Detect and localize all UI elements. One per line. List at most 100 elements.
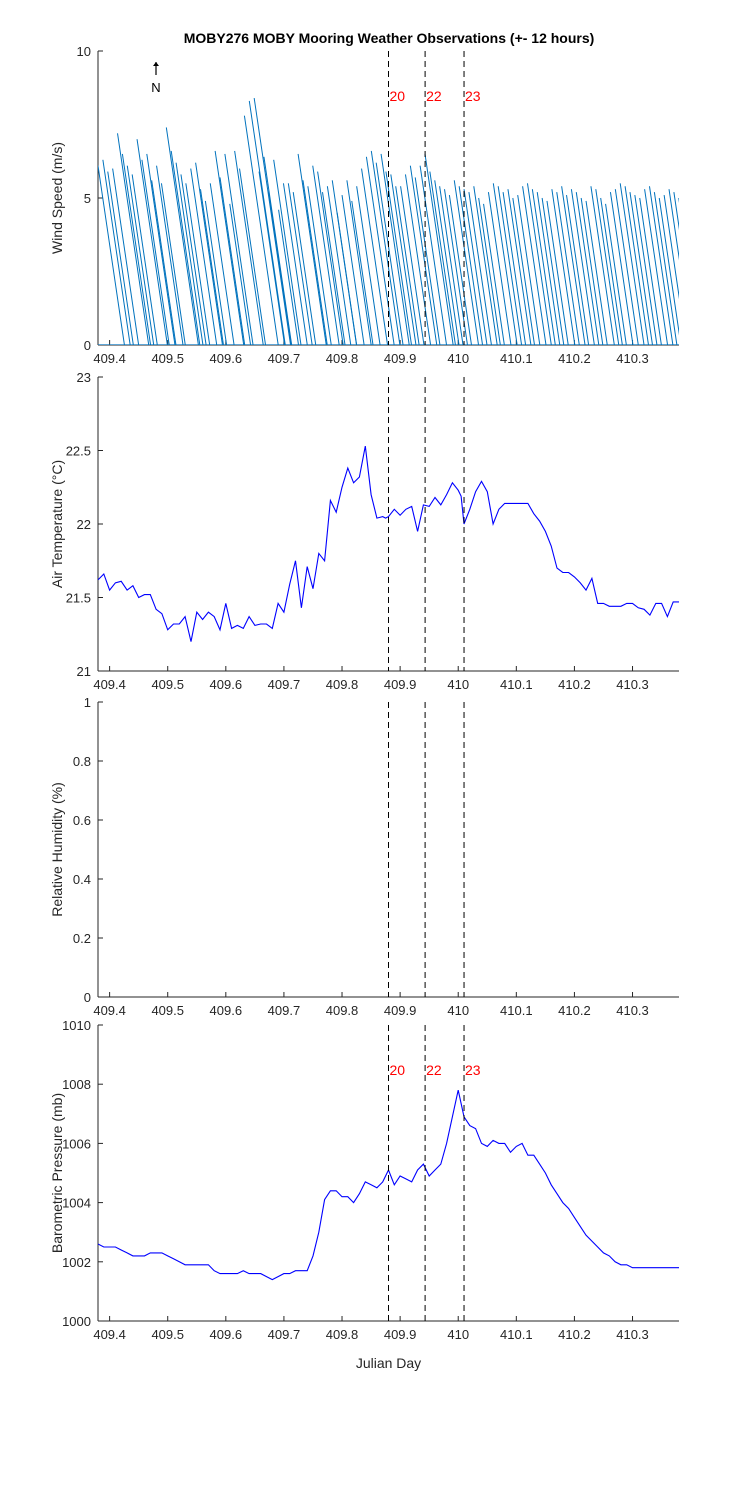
x-tick-label: 410.1 [500, 1327, 533, 1342]
wind-vector [365, 156, 395, 345]
y-tick-label: 1000 [62, 1314, 91, 1329]
wind-vector [619, 183, 645, 345]
wind-vector [126, 165, 155, 345]
x-tick-label: 410.3 [616, 1327, 649, 1342]
wind-vector [678, 197, 679, 204]
x-tick-label: 409.6 [210, 1003, 243, 1018]
x-tick-label: 409.9 [384, 1003, 417, 1018]
wind-vector [322, 192, 346, 345]
wind-vector [473, 186, 498, 345]
wind-vector [180, 174, 207, 345]
x-tick-label: 409.4 [93, 1327, 126, 1342]
wind-vector [517, 194, 541, 345]
wind-vector [546, 200, 569, 345]
wind-vector [400, 186, 425, 345]
y-tick-label: 0 [84, 338, 91, 353]
x-tick-label: 409.4 [93, 1003, 126, 1018]
wind-vectors [98, 97, 705, 345]
wind-vector [170, 150, 201, 345]
wind-vector [229, 203, 252, 345]
y-tick-label: 22.5 [66, 444, 91, 459]
x-tick-label: 410.1 [500, 1003, 533, 1018]
wind-vector [639, 197, 662, 345]
y-tick-label: 21.5 [66, 591, 91, 606]
wind-vector [98, 165, 125, 345]
wind-vector [684, 201, 705, 345]
wind-vector [214, 150, 245, 345]
wind-vector [287, 183, 313, 345]
wind-vector [112, 168, 140, 345]
plot-area [98, 1025, 679, 1321]
y-tick-label: 1010 [62, 1018, 91, 1033]
series-line [98, 445, 679, 642]
wind-vector [653, 192, 678, 345]
wind-vector [551, 189, 576, 345]
wind-vector [600, 197, 623, 345]
wind-vector [512, 197, 535, 345]
wind-vector [468, 192, 492, 345]
x-tick-label: 410.3 [616, 351, 649, 366]
wind-vector [526, 183, 552, 345]
y-tick-label: 1002 [62, 1255, 91, 1270]
wind-vector [629, 192, 653, 345]
wind-vector [556, 192, 580, 345]
wind-vector [341, 194, 365, 345]
wind-vector [292, 192, 317, 345]
y-tick-label: 1006 [62, 1136, 91, 1151]
wind-vector [248, 100, 286, 345]
x-tick-label: 410.1 [500, 677, 533, 692]
y-tick-label: 10 [77, 44, 91, 59]
wind-vector [156, 165, 184, 345]
wind-vector [444, 189, 468, 345]
wind-vector [575, 192, 600, 345]
y-tick-label: 0.2 [73, 931, 91, 946]
x-tick-label: 409.5 [151, 677, 184, 692]
north-label: N [151, 80, 160, 95]
wind-vector [566, 194, 590, 345]
x-tick-label: 409.9 [384, 677, 417, 692]
wind-vector [234, 150, 264, 345]
wind-vector [497, 186, 523, 345]
x-tick-label: 409.7 [268, 1327, 301, 1342]
x-tick-label: 410 [447, 351, 469, 366]
wind-vector [209, 183, 235, 345]
wind-vector [605, 203, 627, 345]
y-tick-label: 1008 [62, 1077, 91, 1092]
x-tick-label: 409.7 [268, 677, 301, 692]
wind-vector [243, 115, 279, 345]
wind-vector [175, 162, 204, 345]
wind-vector [131, 174, 158, 345]
wind-vector [326, 186, 352, 345]
event-marker-label: 23 [465, 1062, 481, 1078]
wind-vector [580, 197, 604, 345]
x-tick-label: 409.6 [210, 351, 243, 366]
wind-vector [507, 189, 532, 345]
north-arrow-head-icon [153, 62, 159, 66]
wind-vector [356, 186, 381, 345]
wind-vector [282, 183, 308, 345]
wind-vector [380, 153, 410, 345]
wind-vector [297, 153, 327, 345]
x-tick-label: 409.8 [326, 1327, 359, 1342]
wind-vector [585, 200, 608, 345]
wind-vector [439, 186, 464, 345]
wind-vector [273, 159, 302, 345]
wind-vector [414, 177, 441, 345]
y-tick-label: 23 [77, 370, 91, 385]
x-tick-label: 409.6 [210, 1327, 243, 1342]
wind-vector [502, 192, 527, 345]
wind-vector [185, 183, 211, 345]
x-tick-label: 409.8 [326, 351, 359, 366]
wind-vector [107, 171, 134, 345]
wind-vector [370, 150, 401, 345]
wind-vector [375, 162, 404, 345]
x-tick-label: 410 [447, 1327, 469, 1342]
wind-vector [351, 200, 374, 345]
wind-vector [429, 171, 456, 345]
y-tick-label: 22 [77, 517, 91, 532]
wind-vector [561, 186, 586, 345]
wind-vector [673, 192, 679, 231]
wind-vector [419, 165, 448, 345]
x-tick-label: 410 [447, 677, 469, 692]
